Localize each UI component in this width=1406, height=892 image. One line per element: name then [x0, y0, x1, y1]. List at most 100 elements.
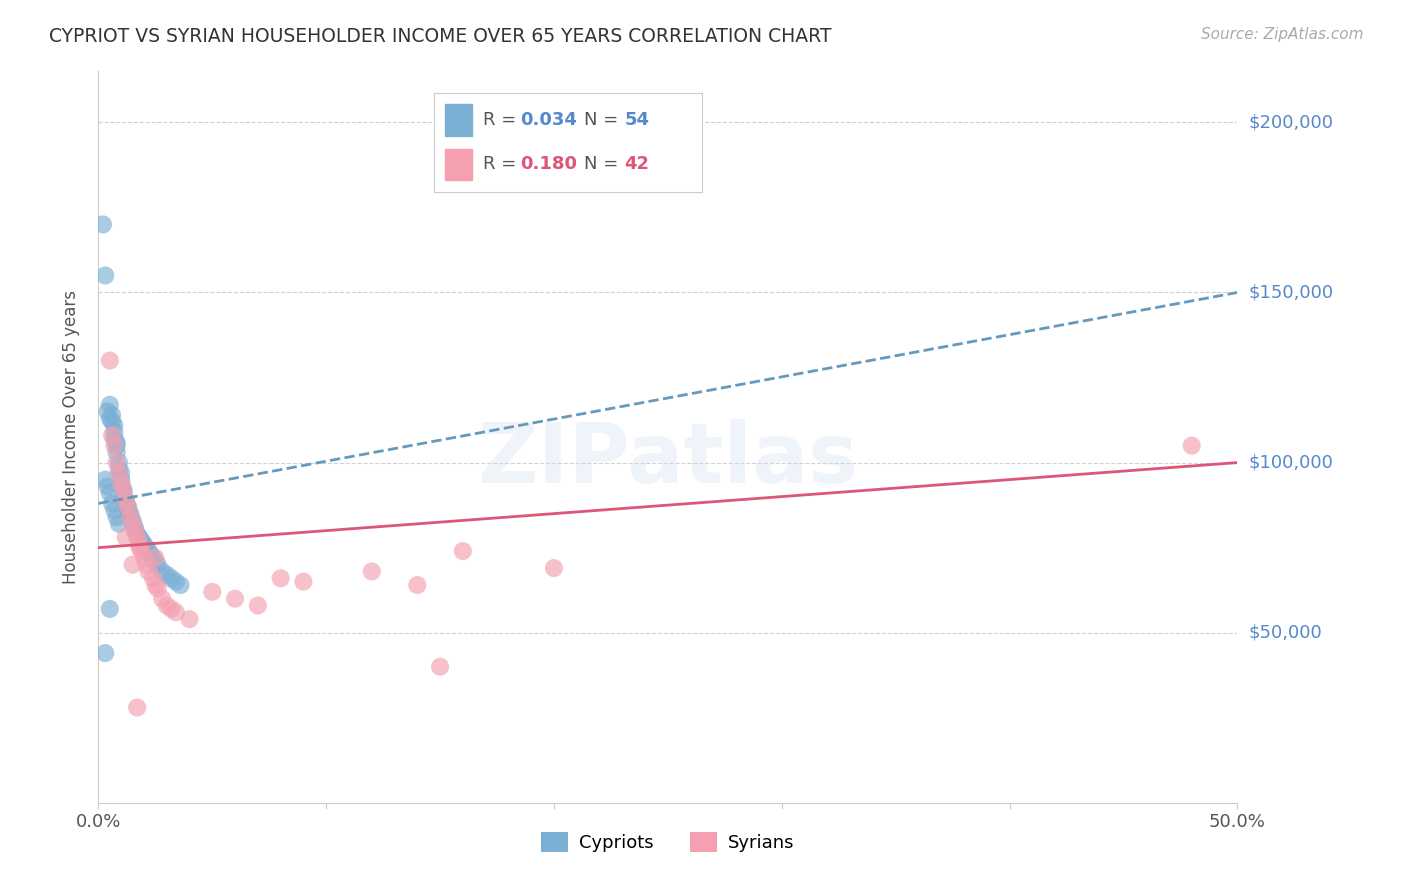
Point — [117, 503, 139, 517]
Point — [156, 567, 179, 582]
Point — [165, 574, 187, 589]
Point — [98, 398, 121, 412]
Point — [108, 466, 131, 480]
Point — [124, 520, 146, 534]
Point — [127, 527, 149, 541]
Point — [150, 591, 173, 606]
Point — [121, 558, 143, 572]
Point — [429, 659, 451, 673]
Point — [120, 510, 142, 524]
Point — [114, 496, 136, 510]
Point — [224, 591, 246, 606]
Point — [110, 473, 132, 487]
Point — [117, 500, 139, 514]
Point — [135, 541, 157, 555]
Text: $50,000: $50,000 — [1249, 624, 1322, 641]
Point — [94, 646, 117, 660]
Point — [124, 524, 146, 538]
Point — [121, 516, 143, 531]
Point — [270, 571, 292, 585]
Point — [1181, 439, 1204, 453]
Point — [105, 510, 128, 524]
Point — [110, 475, 132, 490]
Point — [142, 571, 165, 585]
Point — [98, 602, 121, 616]
Point — [117, 500, 139, 514]
Point — [120, 510, 142, 524]
Point — [94, 268, 117, 283]
Point — [103, 503, 125, 517]
Point — [160, 571, 183, 585]
Point — [145, 550, 167, 565]
Point — [246, 599, 269, 613]
Point — [142, 550, 165, 565]
Point — [128, 531, 150, 545]
Point — [128, 541, 150, 555]
Point — [94, 473, 117, 487]
Point — [105, 439, 128, 453]
Point — [145, 554, 167, 568]
Point — [98, 353, 121, 368]
Point — [103, 425, 125, 439]
Point — [145, 578, 167, 592]
Point — [112, 486, 135, 500]
Point — [108, 456, 131, 470]
Point — [114, 531, 136, 545]
Text: $200,000: $200,000 — [1249, 113, 1333, 131]
Point — [156, 599, 179, 613]
Point — [112, 483, 135, 497]
Text: $100,000: $100,000 — [1249, 454, 1333, 472]
Point — [121, 516, 143, 531]
Point — [110, 466, 132, 480]
Point — [150, 565, 173, 579]
Point — [112, 483, 135, 497]
Point — [139, 548, 162, 562]
Point — [451, 544, 474, 558]
Point — [103, 418, 125, 433]
Point — [98, 411, 121, 425]
Point — [131, 533, 153, 548]
Text: $150,000: $150,000 — [1249, 284, 1333, 301]
Point — [98, 486, 121, 500]
Point — [160, 602, 183, 616]
Y-axis label: Householder Income Over 65 years: Householder Income Over 65 years — [62, 290, 80, 584]
Point — [108, 462, 131, 476]
Point — [360, 565, 382, 579]
Point — [131, 544, 153, 558]
Point — [543, 561, 565, 575]
Point — [110, 475, 132, 490]
Text: Source: ZipAtlas.com: Source: ZipAtlas.com — [1201, 27, 1364, 42]
Point — [108, 516, 131, 531]
Point — [146, 582, 169, 596]
Point — [101, 408, 124, 422]
Point — [179, 612, 201, 626]
Point — [103, 432, 125, 446]
Point — [91, 218, 114, 232]
Point — [165, 605, 187, 619]
Point — [101, 428, 124, 442]
Point — [127, 700, 149, 714]
Point — [105, 456, 128, 470]
Point — [146, 558, 169, 572]
Point — [127, 531, 149, 545]
Point — [114, 493, 136, 508]
Point — [101, 496, 124, 510]
Point — [138, 544, 160, 558]
Legend: Cypriots, Syrians: Cypriots, Syrians — [534, 824, 801, 860]
Point — [138, 565, 160, 579]
Point — [169, 578, 191, 592]
Point — [96, 404, 118, 418]
Point — [135, 558, 157, 572]
Point — [105, 445, 128, 459]
Point — [101, 415, 124, 429]
Point — [103, 439, 125, 453]
Point — [292, 574, 315, 589]
Point — [406, 578, 429, 592]
Point — [124, 524, 146, 538]
Text: CYPRIOT VS SYRIAN HOUSEHOLDER INCOME OVER 65 YEARS CORRELATION CHART: CYPRIOT VS SYRIAN HOUSEHOLDER INCOME OVE… — [49, 27, 832, 45]
Point — [96, 479, 118, 493]
Point — [132, 550, 155, 565]
Point — [201, 585, 224, 599]
Point — [132, 537, 155, 551]
Point — [120, 507, 142, 521]
